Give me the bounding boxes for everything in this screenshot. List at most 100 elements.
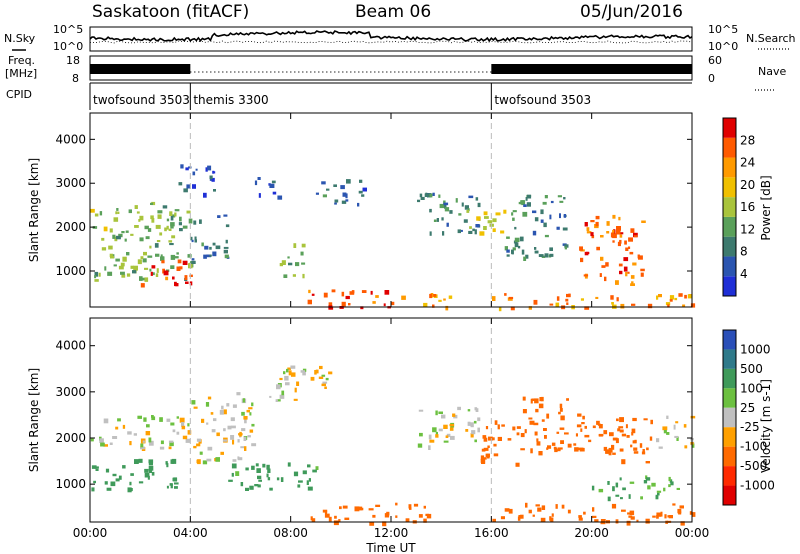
power-cell [616, 226, 621, 231]
vel-cell [669, 479, 673, 483]
power-cell [169, 211, 173, 216]
power-cell [619, 270, 623, 275]
power-cell [500, 230, 505, 234]
vel-cell [477, 417, 481, 422]
vel-cell [168, 446, 172, 450]
vel-cell [228, 479, 233, 482]
vel-cell [248, 407, 253, 410]
power-cell [160, 254, 163, 257]
vel-cell [561, 504, 565, 509]
vel-cell [560, 415, 565, 421]
vel-cell [534, 398, 539, 404]
power-cell [658, 294, 662, 298]
vel-cell [633, 451, 639, 454]
power-cell [534, 217, 539, 222]
power-colorbar-tick: 24 [740, 156, 755, 170]
vel-cell [254, 484, 259, 487]
vel-cell [222, 439, 228, 442]
vel-cell [559, 408, 563, 412]
vel-cell [267, 468, 271, 473]
power-colorbar-swatch [723, 118, 736, 138]
vel-cell [172, 477, 178, 482]
power-cell [448, 295, 453, 299]
power-cell [637, 254, 640, 259]
power-cell [514, 237, 520, 242]
power-colorbar-swatch [723, 177, 736, 198]
power-cell [98, 272, 101, 277]
vel-cell [130, 473, 134, 476]
power-cell [121, 274, 126, 278]
vel-cell [129, 441, 132, 446]
power-cell [641, 220, 646, 223]
vel-cell [372, 514, 376, 518]
vel-cell [628, 494, 631, 499]
power-cell [212, 251, 217, 257]
vel-cell [213, 418, 217, 422]
vel-cell [636, 519, 639, 522]
vel-cell [246, 409, 250, 413]
power-cell [684, 294, 687, 299]
vel-cell [290, 365, 296, 369]
power-cell [625, 272, 628, 277]
vel-cell [255, 463, 259, 467]
vel-cell [615, 438, 619, 444]
power-cell [170, 254, 176, 260]
vel-cell [185, 438, 191, 443]
vel-cell [201, 418, 205, 423]
power-cell [474, 229, 477, 235]
power-cell [109, 228, 113, 233]
vel-cell [251, 465, 255, 470]
vel-cell [310, 376, 315, 381]
vel-cell [619, 429, 624, 433]
vel-cell [567, 443, 572, 448]
power-cell [94, 275, 97, 279]
power-cell [596, 246, 600, 251]
vel-cell [536, 438, 539, 442]
power-cell [150, 202, 153, 205]
power-cell [103, 226, 108, 232]
power-cell [301, 243, 306, 248]
vel-cell [244, 446, 247, 451]
vel-cell [206, 422, 209, 425]
power-cell [177, 259, 182, 264]
vel-cell [118, 475, 122, 480]
power-cell [193, 220, 197, 225]
vel-cell [231, 463, 237, 469]
vel-cell [541, 396, 544, 402]
power-cell [586, 231, 592, 234]
power-cell [225, 224, 230, 228]
power-cell [120, 262, 125, 267]
vel-cell [197, 459, 201, 465]
power-cell [619, 239, 622, 244]
power-cell [449, 210, 453, 214]
power-cell [432, 304, 435, 308]
power-cell [117, 211, 120, 214]
power-cell [118, 265, 124, 270]
power-cell [633, 235, 638, 238]
vel-cell [573, 443, 577, 446]
power-cell [113, 264, 117, 267]
vel-cell [232, 459, 237, 462]
power-colorbar-tick: 8 [740, 245, 748, 259]
power-cell [503, 209, 507, 214]
velocity-colorbar-swatch [723, 407, 736, 428]
vel-cell [297, 484, 301, 488]
power-cell [121, 231, 125, 234]
vel-cell [368, 508, 374, 511]
vel-cell [251, 402, 254, 407]
freq-right-tick-top: 60 [708, 54, 722, 67]
power-cell [532, 210, 537, 214]
power-cell [506, 249, 510, 253]
power-cell [443, 298, 446, 301]
power-cell [619, 234, 623, 238]
power-cell [212, 171, 216, 174]
power-cell [391, 301, 395, 306]
vel-cell [202, 460, 208, 465]
velocity-colorbar-tick: 1000 [740, 342, 771, 356]
power-cell [155, 273, 159, 277]
vel-cell [591, 485, 595, 491]
vel-cell [231, 472, 234, 477]
vel-cell [409, 507, 412, 510]
vel-cell [538, 403, 544, 409]
power-cell [556, 226, 560, 230]
